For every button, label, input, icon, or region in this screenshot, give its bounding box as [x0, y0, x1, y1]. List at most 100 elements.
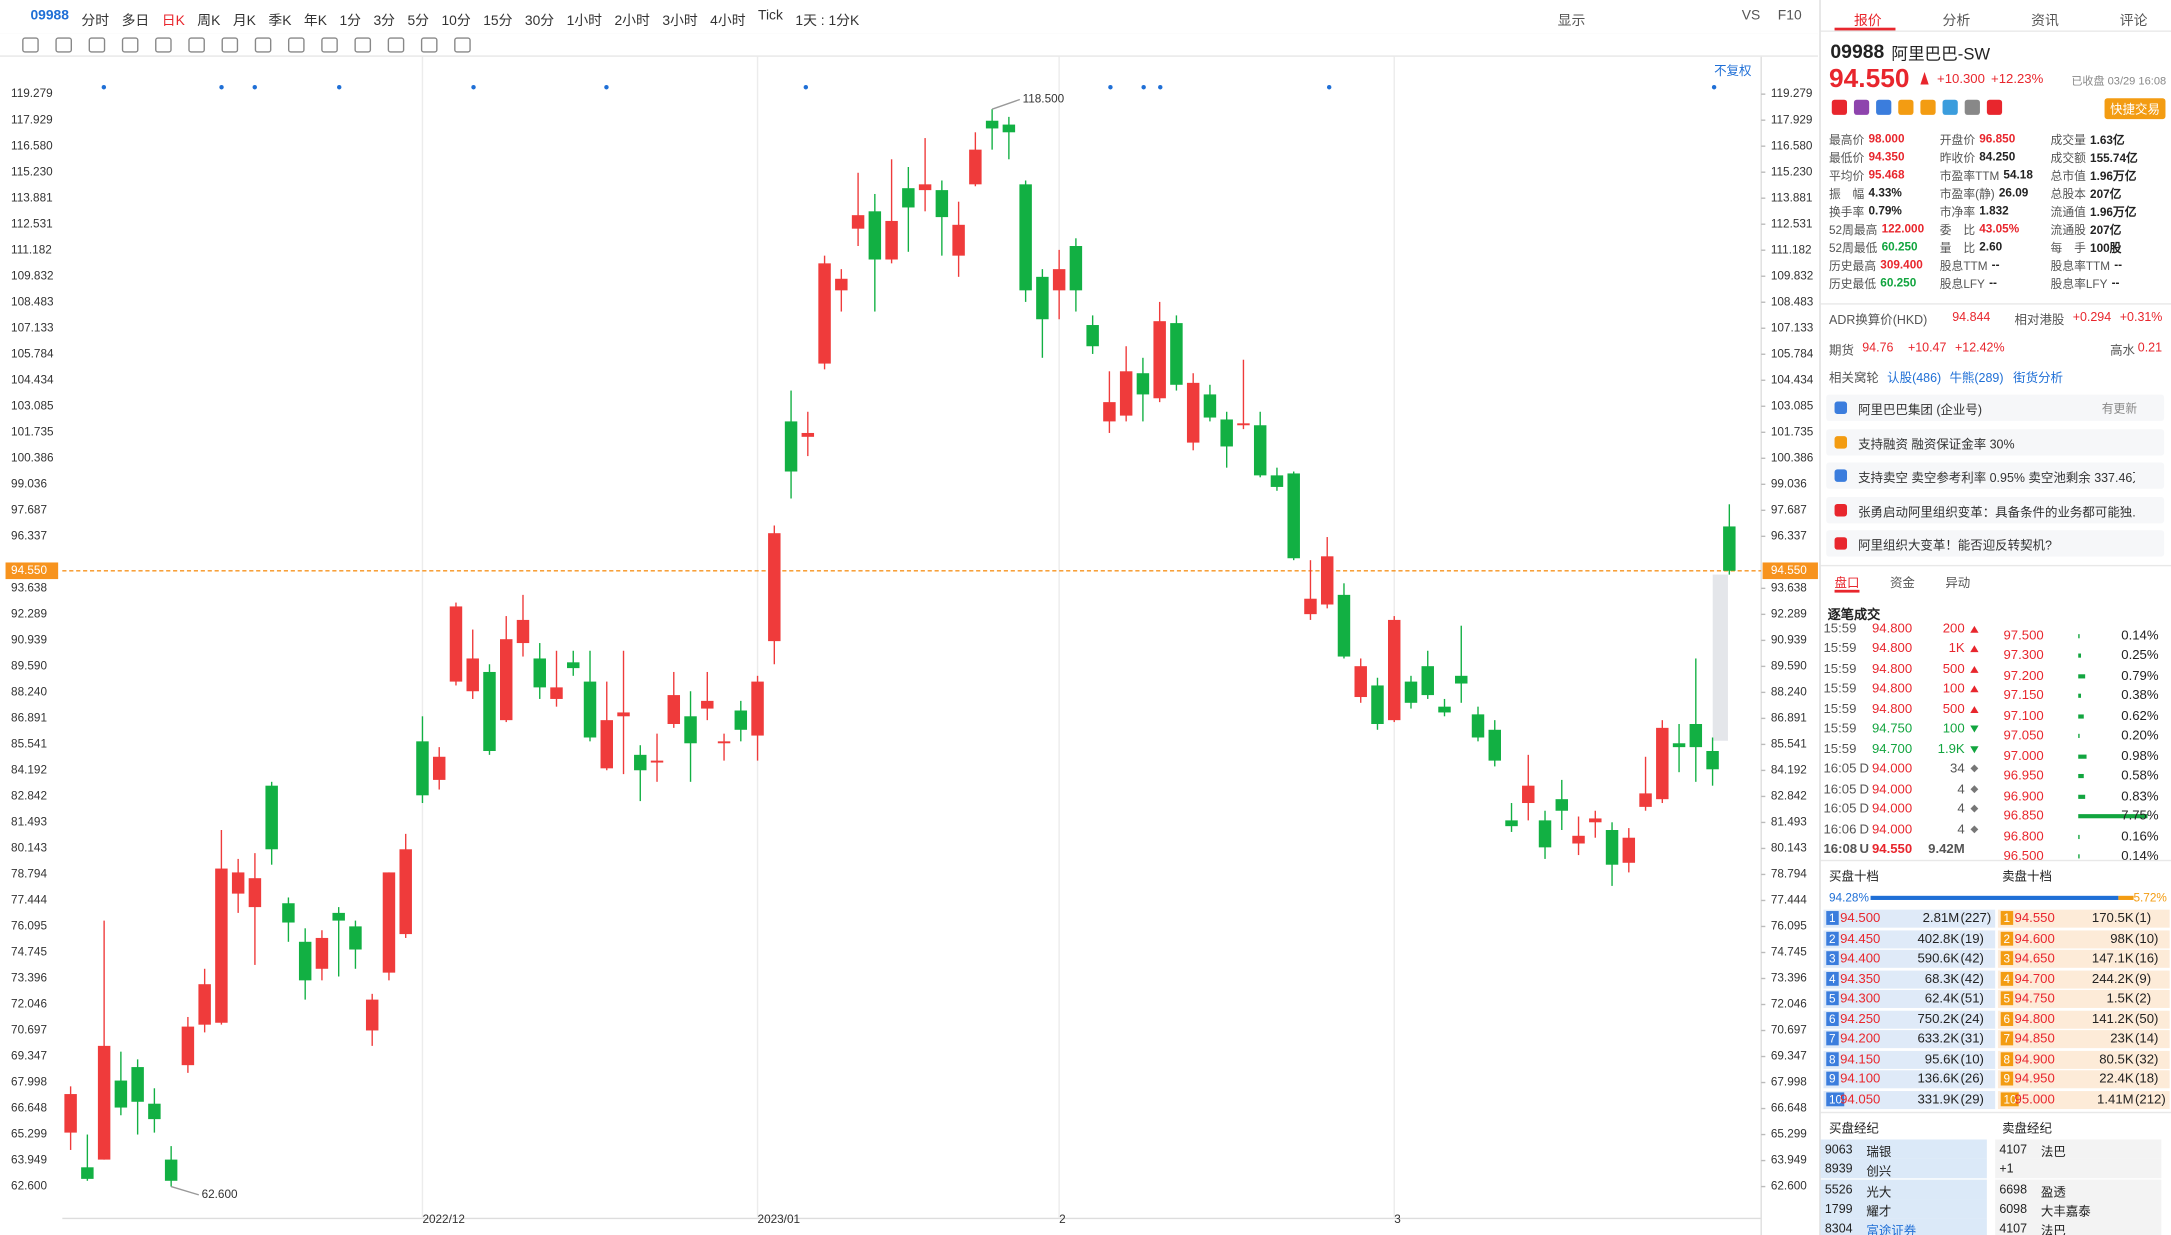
news-text[interactable]: 支持卖空 卖空参考利率 0.95% 卖空池剩余 337.46万股: [1858, 470, 2136, 485]
panel-tab[interactable]: 评论: [2119, 13, 2148, 30]
tool-icon[interactable]: [354, 37, 372, 53]
broker-name: 盈透: [2040, 1184, 2066, 1199]
news-row[interactable]: [1826, 394, 2165, 421]
news-row[interactable]: [1826, 462, 2165, 489]
y-tick-label-left: 66.648: [11, 1102, 47, 1115]
stat-label: 股息TTM: [1939, 258, 1988, 273]
quote-status: 已收盘 03/29 16:08: [2071, 74, 2167, 88]
y-tick-label: 104.434: [1771, 373, 1814, 386]
tool-icon[interactable]: [420, 37, 438, 53]
tool-icon[interactable]: [454, 37, 471, 53]
period-tab[interactable]: 分时: [81, 13, 110, 30]
period-tab[interactable]: Tick: [758, 8, 783, 24]
quote-icon[interactable]: [1920, 99, 1936, 115]
y-tick-label-left: 82.842: [11, 790, 47, 803]
stat-cell: 52周最低 60.250: [1829, 240, 1918, 257]
news-row[interactable]: [1826, 428, 2165, 455]
broker-name: 瑞银: [1866, 1145, 1892, 1159]
quote-icon[interactable]: [1853, 99, 1870, 115]
candle-body: [600, 720, 613, 769]
tool-icon[interactable]: [321, 37, 338, 53]
period-tab[interactable]: 1天 : 1分K: [795, 13, 860, 30]
quote-icon[interactable]: [1964, 99, 1980, 115]
period-tab[interactable]: 日K: [161, 13, 185, 30]
warrant-link[interactable]: 牛熊(289): [1949, 371, 2004, 385]
book-price: 94.200: [1840, 1031, 1881, 1047]
news-row[interactable]: [1826, 496, 2165, 523]
tool-icon[interactable]: [55, 37, 72, 53]
tool-icon[interactable]: [155, 37, 172, 53]
y-tick-label: 82.842: [1771, 790, 1807, 803]
stat-label: 流通股: [2050, 222, 2086, 237]
stat-cell: 平均价 95.468: [1829, 168, 1904, 185]
last-price-label: 94.550: [1771, 564, 1807, 577]
book-volume: 80.5K: [2099, 1051, 2134, 1067]
tool-icon[interactable]: [387, 37, 405, 53]
period-tab[interactable]: 3小时: [662, 13, 698, 30]
period-tab[interactable]: 4小时: [710, 13, 746, 30]
period-tab[interactable]: 10分: [441, 13, 471, 30]
tool-icon[interactable]: [121, 37, 139, 53]
warrant-link[interactable]: 街货分析: [2013, 371, 2064, 385]
tool-icon[interactable]: [254, 37, 272, 53]
book-row: [1823, 989, 1996, 1008]
period-tab[interactable]: 1小时: [566, 13, 603, 30]
quote-icon[interactable]: [1898, 99, 1914, 115]
news-text[interactable]: 支持融资 融资保证金率 30%: [1858, 436, 2015, 451]
period-tab[interactable]: 1分: [339, 13, 362, 30]
warrant-link[interactable]: 认股(486): [1887, 371, 1942, 385]
stat-label: 最高价: [1829, 132, 1865, 147]
trade-button[interactable]: 快捷交易: [2104, 98, 2166, 120]
period-tab[interactable]: 月K: [232, 13, 256, 30]
trade-dir: [1970, 804, 1979, 813]
dist-pct: 0.25%: [2121, 648, 2159, 664]
period-tab[interactable]: 15分: [483, 13, 513, 30]
book-row: [1997, 909, 2170, 928]
news-text[interactable]: 阿里组织大变革！能否迎反转契机?: [1858, 538, 2052, 553]
quote-icon[interactable]: [1942, 99, 1958, 115]
tool-icon[interactable]: [287, 37, 305, 53]
adjust-button[interactable]: 不复权: [1714, 63, 1752, 78]
stock-code[interactable]: 09988: [30, 8, 69, 24]
sub-tab[interactable]: 盘口: [1834, 575, 1860, 590]
ask-ratio: 5.72%: [2133, 890, 2167, 905]
tool-icon[interactable]: [188, 37, 205, 53]
toolbar-button[interactable]: VS: [1741, 8, 1761, 24]
quote-icon[interactable]: [1986, 99, 2003, 115]
period-tab[interactable]: 季K: [268, 13, 292, 30]
book-row: [1997, 969, 2170, 988]
period-tab[interactable]: 周K: [197, 13, 221, 30]
last-price-tag: [1762, 562, 1818, 580]
period-tab[interactable]: 年K: [303, 13, 327, 30]
quote-icon[interactable]: [1876, 99, 1892, 115]
sub-tab[interactable]: 异动: [1945, 575, 1971, 590]
news-text[interactable]: 张勇启动阿里组织变革：具备条件的业务都可能独...: [1858, 504, 2136, 519]
tool-icon[interactable]: [88, 37, 106, 53]
candle-body: [1622, 837, 1636, 863]
stat-label: 成交额: [2050, 150, 2086, 165]
toolbar-button[interactable]: F10: [1777, 8, 1802, 24]
tool-icon[interactable]: [22, 37, 39, 53]
news-text[interactable]: 阿里巴巴集团 (企业号): [1858, 402, 1983, 417]
y-tick-label: 96.337: [1771, 529, 1807, 542]
y-tick-label: 90.939: [1771, 633, 1807, 646]
panel-tab[interactable]: 报价: [1853, 13, 1882, 30]
quote-icon[interactable]: [1831, 99, 1848, 115]
panel-tab[interactable]: 分析: [1942, 13, 1971, 30]
sub-tab[interactable]: 资金: [1889, 575, 1915, 590]
period-tab[interactable]: 2小时: [614, 13, 650, 30]
tool-icon[interactable]: [221, 37, 239, 53]
period-tab[interactable]: 多日: [121, 13, 150, 30]
toolbar-button[interactable]: 显示: [1557, 13, 1586, 30]
news-row[interactable]: [1826, 530, 2165, 557]
y-tick-label: 73.396: [1771, 972, 1807, 985]
candle-body: [516, 619, 530, 644]
panel-tab[interactable]: 资讯: [2031, 13, 2059, 30]
y-tick-label-left: 65.299: [11, 1128, 47, 1141]
period-tab[interactable]: 5分: [407, 13, 430, 30]
candle-body: [1538, 820, 1552, 848]
stat-label: 振 幅: [1829, 186, 1865, 201]
period-tab[interactable]: 3分: [373, 13, 396, 30]
period-tab[interactable]: 30分: [524, 13, 555, 30]
